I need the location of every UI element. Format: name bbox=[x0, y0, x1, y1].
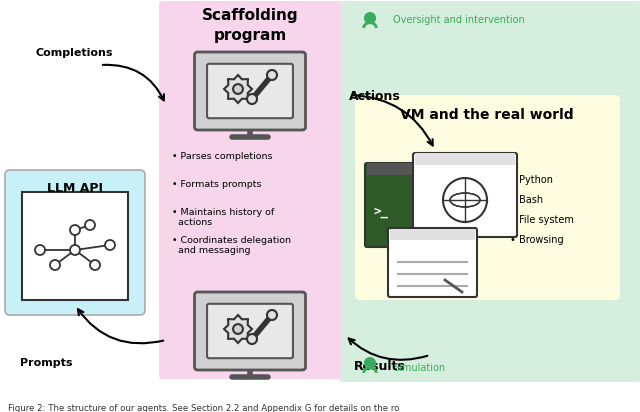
Text: • Formats prompts: • Formats prompts bbox=[172, 180, 262, 189]
Circle shape bbox=[35, 245, 45, 255]
Circle shape bbox=[85, 220, 95, 230]
Text: Results: Results bbox=[354, 360, 406, 373]
Circle shape bbox=[443, 178, 487, 222]
FancyBboxPatch shape bbox=[339, 1, 640, 382]
Circle shape bbox=[70, 245, 80, 255]
Text: Oversight and intervention: Oversight and intervention bbox=[393, 15, 525, 25]
Text: Prompts: Prompts bbox=[20, 358, 72, 368]
Text: • Coordinates delegation
  and messaging: • Coordinates delegation and messaging bbox=[172, 236, 291, 255]
Circle shape bbox=[365, 13, 375, 23]
Circle shape bbox=[50, 260, 60, 270]
Text: LLM API: LLM API bbox=[47, 182, 103, 195]
Circle shape bbox=[233, 84, 243, 94]
Text: • Python: • Python bbox=[510, 175, 553, 185]
Circle shape bbox=[247, 334, 257, 344]
FancyBboxPatch shape bbox=[367, 163, 462, 175]
FancyBboxPatch shape bbox=[415, 153, 515, 165]
Circle shape bbox=[267, 310, 277, 320]
FancyBboxPatch shape bbox=[365, 163, 464, 247]
Circle shape bbox=[90, 260, 100, 270]
Polygon shape bbox=[224, 75, 252, 103]
Text: Scaffolding
program: Scaffolding program bbox=[202, 8, 298, 43]
Text: VM and the real world: VM and the real world bbox=[400, 108, 574, 122]
FancyBboxPatch shape bbox=[195, 52, 305, 130]
Text: • Bash: • Bash bbox=[510, 195, 543, 205]
FancyBboxPatch shape bbox=[413, 153, 517, 237]
Text: • File system: • File system bbox=[510, 215, 574, 225]
FancyBboxPatch shape bbox=[207, 304, 293, 358]
Text: Figure 2: The structure of our agents. See Section 2.2 and Appendix G for detail: Figure 2: The structure of our agents. S… bbox=[8, 404, 399, 412]
Circle shape bbox=[267, 70, 277, 80]
Text: Completions: Completions bbox=[35, 48, 113, 58]
Text: Actions: Actions bbox=[349, 90, 401, 103]
FancyBboxPatch shape bbox=[355, 95, 620, 300]
Text: • Maintains history of
  actions: • Maintains history of actions bbox=[172, 208, 275, 227]
FancyBboxPatch shape bbox=[22, 192, 128, 300]
Polygon shape bbox=[224, 315, 252, 343]
FancyBboxPatch shape bbox=[388, 228, 477, 297]
FancyBboxPatch shape bbox=[5, 170, 145, 315]
FancyBboxPatch shape bbox=[159, 1, 342, 379]
Text: • Browsing: • Browsing bbox=[510, 235, 564, 245]
FancyBboxPatch shape bbox=[207, 64, 293, 118]
Circle shape bbox=[70, 225, 80, 235]
FancyBboxPatch shape bbox=[195, 292, 305, 370]
Circle shape bbox=[365, 358, 375, 368]
Circle shape bbox=[233, 324, 243, 334]
FancyBboxPatch shape bbox=[390, 229, 475, 240]
Text: >_: >_ bbox=[373, 205, 388, 218]
Circle shape bbox=[105, 240, 115, 250]
Text: Simulation: Simulation bbox=[393, 363, 445, 373]
Circle shape bbox=[247, 94, 257, 104]
Text: • Parses completions: • Parses completions bbox=[172, 152, 273, 161]
